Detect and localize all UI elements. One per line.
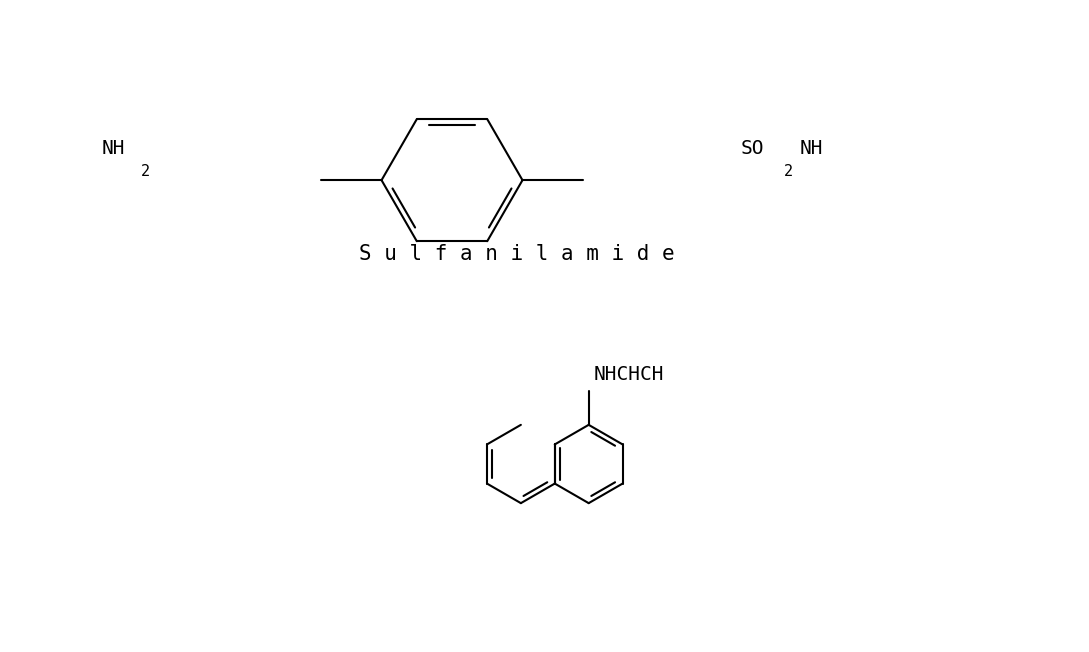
Text: NH: NH <box>101 139 125 158</box>
Text: S u l f a n i l a m i d e: S u l f a n i l a m i d e <box>359 244 675 264</box>
Text: 2: 2 <box>784 164 793 179</box>
Text: NHCHCH: NHCHCH <box>594 364 664 384</box>
Text: SO: SO <box>741 139 764 158</box>
Text: 2: 2 <box>140 164 150 179</box>
Text: NH: NH <box>799 139 823 158</box>
